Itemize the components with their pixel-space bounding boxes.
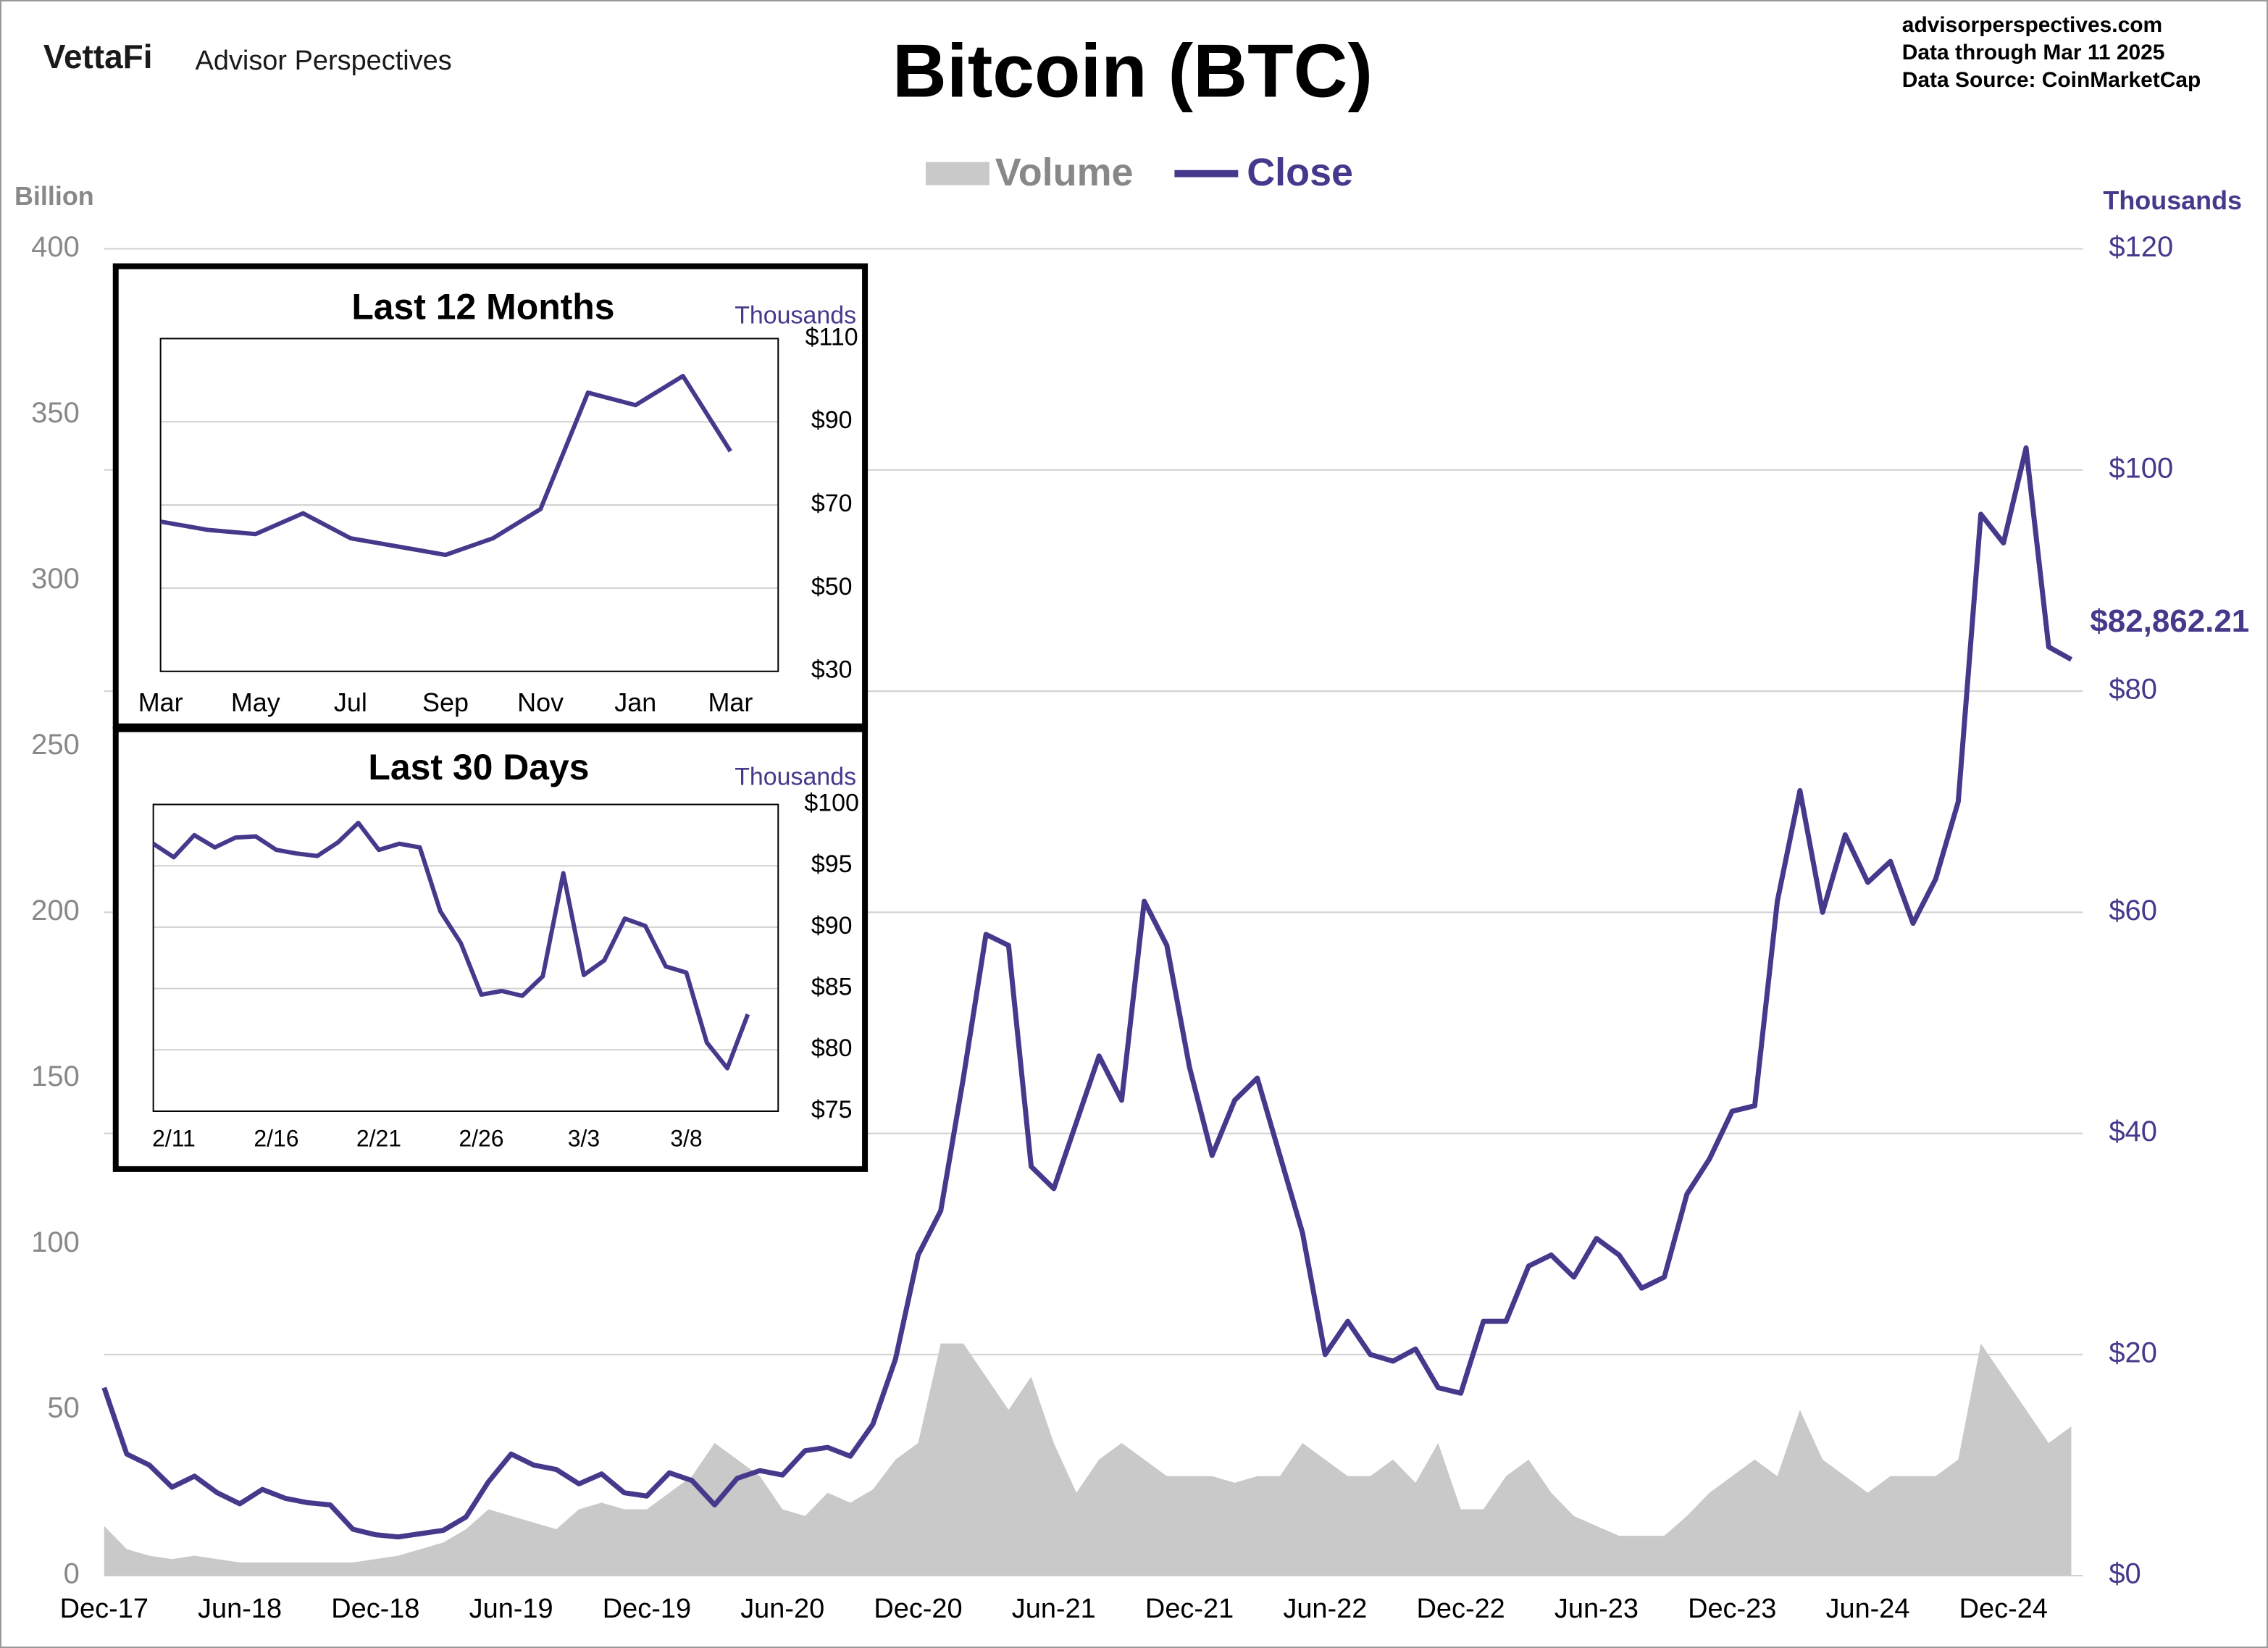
- inset-unit-label: Thousands: [735, 301, 856, 329]
- close-line: [101, 445, 2073, 1540]
- x-tick-label: Jun-24: [1826, 1594, 1910, 1624]
- x-tick-label: Dec-18: [331, 1594, 419, 1624]
- data-through: Data through Mar 11 2025: [1902, 41, 2165, 64]
- y-tick-label: 250: [31, 729, 80, 761]
- y-tick-label: 300: [31, 563, 80, 595]
- x-tick-label: Jun-19: [469, 1594, 553, 1624]
- brand: Advisor Perspectives: [196, 46, 452, 76]
- y2-tick-label: $20: [2109, 1337, 2157, 1368]
- x-tick-label: Dec-19: [603, 1594, 691, 1624]
- y-tick-label: 200: [31, 895, 80, 927]
- x-tick-label: Nov: [517, 687, 564, 717]
- plot-frame: [152, 803, 779, 1112]
- y-tick-label: $90: [811, 912, 853, 940]
- price-line: [160, 374, 732, 557]
- y2-tick-label: $120: [2109, 231, 2173, 263]
- legend-swatch: [925, 162, 989, 185]
- x-tick-label: 2/11: [152, 1125, 196, 1151]
- y-tick-label: 100: [31, 1226, 80, 1258]
- y2-tick-label: $80: [2109, 674, 2157, 706]
- price-line: [152, 820, 750, 1071]
- y-tick-label: $30: [811, 656, 853, 684]
- y2-tick-label: $60: [2109, 895, 2157, 927]
- y-tick-label: 350: [31, 397, 80, 429]
- legend-label: Volume: [995, 151, 1134, 194]
- y-axis-label: Billion: [14, 181, 94, 211]
- inset-unit-label: Thousands: [735, 764, 856, 791]
- x-tick-label: Jun-18: [198, 1594, 282, 1624]
- y2-axis-label: Thousands: [2103, 185, 2242, 215]
- y2-tick-label: $40: [2109, 1116, 2157, 1147]
- x-tick-label: Mar: [708, 687, 753, 717]
- x-tick-label: Sep: [422, 687, 469, 717]
- y-tick-label: $90: [811, 406, 853, 434]
- y-tick-label: 0: [64, 1558, 80, 1590]
- volume-area: [104, 1343, 2072, 1576]
- y-tick-label: $110: [805, 323, 858, 351]
- y-tick-label: $85: [811, 974, 853, 1001]
- x-tick-label: Dec-21: [1145, 1594, 1234, 1624]
- chart-title: Bitcoin (BTC): [892, 29, 1373, 113]
- x-tick-label: 3/8: [670, 1125, 702, 1151]
- plot-frame: [159, 338, 779, 672]
- inset-box: [112, 263, 869, 729]
- x-tick-label: Mar: [138, 687, 183, 717]
- x-tick-label: 2/26: [459, 1125, 503, 1151]
- x-tick-label: 3/3: [568, 1125, 600, 1151]
- inset-box: [112, 726, 869, 1172]
- y-tick-label: 50: [47, 1392, 79, 1424]
- x-tick-label: 2/16: [254, 1125, 298, 1151]
- y-tick-label: $100: [804, 790, 858, 817]
- x-tick-label: Dec-22: [1417, 1594, 1505, 1624]
- y-tick-label: $95: [811, 850, 853, 878]
- x-tick-label: Jun-21: [1012, 1594, 1096, 1624]
- logo: VettaFi: [43, 38, 153, 75]
- y2-tick-label: $100: [2109, 452, 2173, 484]
- inset-title: Last 30 Days: [368, 747, 589, 787]
- x-tick-label: Dec-24: [1959, 1594, 2048, 1624]
- x-tick-label: Jul: [334, 687, 367, 717]
- inset-title: Last 12 Months: [351, 287, 614, 327]
- x-tick-label: Dec-20: [874, 1594, 962, 1624]
- y-tick-label: $75: [811, 1096, 853, 1124]
- legend-label: Close: [1247, 151, 1353, 194]
- y-tick-label: 400: [31, 231, 80, 263]
- data-source: Data Source: CoinMarketCap: [1902, 68, 2201, 92]
- x-tick-label: Jan: [614, 687, 656, 717]
- y-tick-label: $80: [811, 1034, 853, 1062]
- x-tick-label: Jun-20: [740, 1594, 824, 1624]
- y2-tick-label: $0: [2109, 1558, 2141, 1590]
- x-tick-label: 2/21: [356, 1125, 401, 1151]
- x-tick-label: May: [231, 687, 280, 717]
- x-tick-label: Dec-23: [1688, 1594, 1776, 1624]
- site: advisorperspectives.com: [1902, 13, 2162, 37]
- y-tick-label: $50: [811, 573, 853, 601]
- x-tick-label: Dec-17: [60, 1594, 148, 1624]
- x-tick-label: Jun-23: [1554, 1594, 1639, 1624]
- value-label: $82,862.21: [2090, 603, 2249, 639]
- y-tick-label: 150: [31, 1061, 80, 1092]
- y-tick-label: $70: [811, 490, 853, 517]
- x-tick-label: Jun-22: [1283, 1594, 1367, 1624]
